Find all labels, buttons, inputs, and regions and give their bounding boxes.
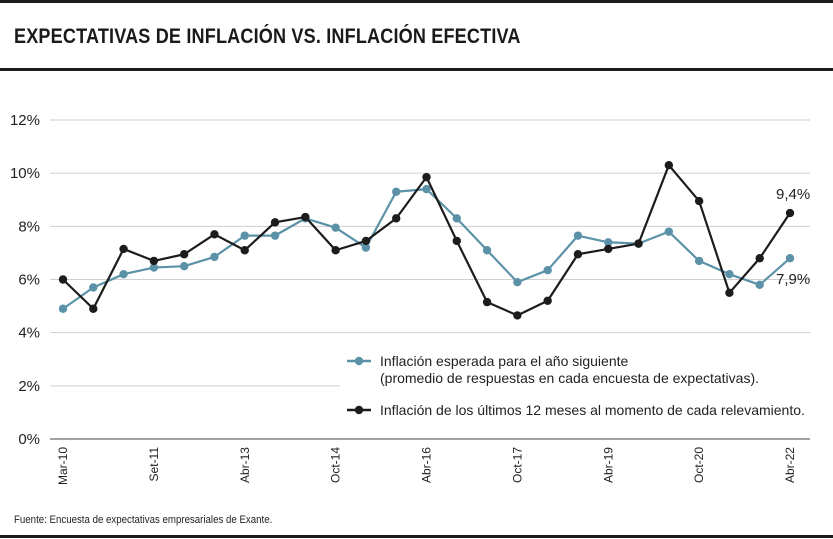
data-point	[361, 243, 371, 252]
data-point	[664, 227, 674, 236]
data-point	[543, 296, 552, 305]
x-tick-label: Oct-17	[510, 447, 524, 483]
x-tick-label: Set-11	[147, 447, 161, 482]
data-point	[240, 246, 249, 255]
data-point	[513, 311, 522, 320]
source-note: Fuente: Encuesta de expectativas empresa…	[14, 514, 273, 526]
data-point	[664, 160, 674, 170]
x-tick-label: Abr-19	[601, 447, 615, 483]
x-tick-label: Abr-22	[783, 447, 797, 483]
legend-swatch-point	[354, 356, 364, 366]
data-point	[604, 244, 613, 254]
data-point	[543, 265, 552, 275]
y-tick-label: 6%	[18, 272, 40, 289]
data-point	[513, 277, 522, 287]
data-point	[422, 184, 431, 194]
data-point	[725, 269, 734, 279]
data-point	[149, 263, 159, 272]
x-tick-label: Oct-14	[329, 447, 343, 483]
data-point	[694, 196, 704, 206]
data-point	[210, 230, 219, 239]
legend-label: Inflación de los últimos 12 meses al mom…	[380, 402, 805, 418]
data-point	[331, 223, 340, 232]
data-point	[179, 250, 189, 259]
data-point	[482, 297, 492, 307]
data-point	[58, 275, 68, 284]
top-rule	[0, 0, 833, 3]
x-tick-label: Mar-10	[56, 447, 70, 485]
data-point	[755, 280, 764, 290]
data-point	[119, 244, 128, 254]
series-line	[62, 188, 791, 310]
data-point	[452, 214, 461, 223]
y-tick-label: 4%	[18, 325, 40, 342]
data-point	[331, 246, 340, 255]
data-point	[694, 256, 704, 266]
x-tick-label: Abr-16	[420, 447, 434, 483]
bottom-rule	[0, 535, 833, 538]
data-point	[89, 304, 98, 313]
data-point	[634, 239, 643, 248]
data-point	[785, 208, 795, 218]
data-point	[270, 218, 280, 227]
data-point	[725, 288, 734, 297]
data-point	[149, 256, 159, 266]
end-label: 9,4%	[776, 186, 810, 203]
data-point	[301, 212, 310, 222]
data-point	[179, 262, 189, 271]
data-point	[422, 172, 431, 182]
data-point	[785, 254, 795, 263]
data-point	[392, 187, 401, 196]
legend-label: (promedio de respuestas en cada encuesta…	[380, 370, 759, 386]
y-tick-label: 12%	[10, 112, 40, 129]
y-tick-label: 0%	[18, 431, 40, 448]
data-point	[210, 252, 219, 262]
legend-label: Inflación esperada para el año siguiente	[380, 353, 629, 369]
y-tick-label: 10%	[10, 165, 40, 182]
end-label: 7,9%	[776, 271, 810, 288]
data-point	[573, 250, 583, 259]
data-point	[392, 214, 401, 223]
data-point	[270, 231, 280, 240]
y-tick-label: 2%	[18, 378, 40, 395]
data-point	[89, 283, 98, 292]
data-point	[58, 304, 68, 313]
data-point	[240, 231, 249, 240]
legend-swatch-point	[354, 405, 364, 415]
data-point	[482, 246, 492, 255]
y-tick-label: 8%	[18, 218, 40, 235]
title-rule	[0, 68, 833, 71]
data-point	[755, 254, 764, 263]
data-point	[119, 269, 128, 279]
chart-title: EXPECTATIVAS DE INFLACIÓN VS. INFLACIÓN …	[14, 25, 521, 48]
data-point	[604, 238, 613, 247]
data-point	[573, 231, 583, 240]
data-point	[361, 236, 371, 246]
legend-background	[340, 343, 810, 429]
data-point	[452, 236, 461, 246]
x-tick-label: Abr-13	[238, 447, 252, 483]
x-tick-label: Oct-20	[692, 447, 706, 483]
